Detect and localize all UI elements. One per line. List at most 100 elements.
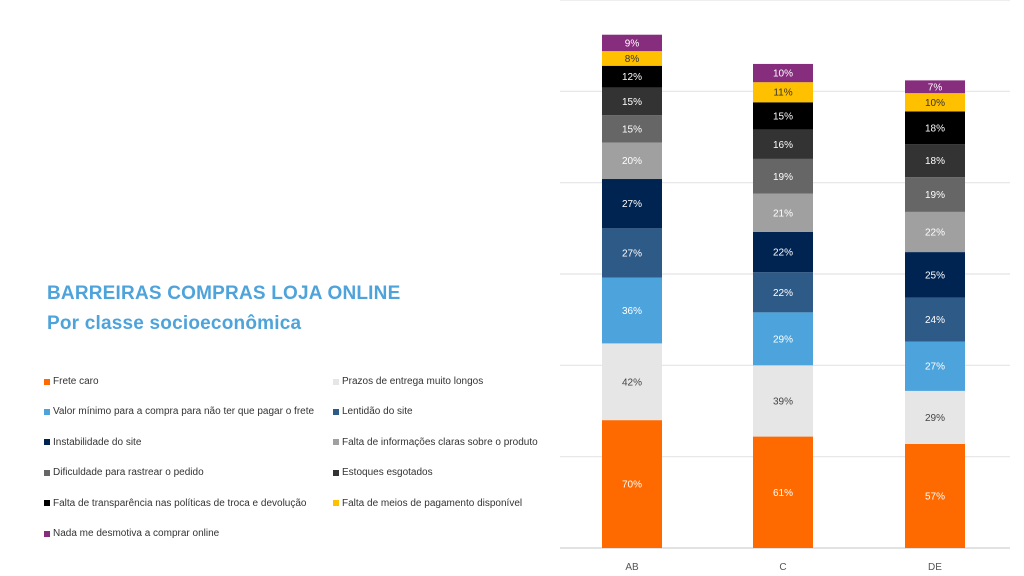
bar-segment xyxy=(602,34,662,52)
data-label: 10% xyxy=(925,98,945,109)
data-label: 10% xyxy=(773,69,793,80)
bar-segment xyxy=(602,87,662,116)
bar-segment xyxy=(905,144,965,178)
data-label: 27% xyxy=(925,362,945,373)
data-label: 16% xyxy=(773,140,793,151)
bar-segment xyxy=(602,277,662,344)
legend-label: Estoques esgotados xyxy=(342,467,433,479)
data-label: 19% xyxy=(773,172,793,183)
bar-segment xyxy=(905,111,965,145)
bar-segment xyxy=(905,443,965,548)
legend-label: Nada me desmotiva a comprar online xyxy=(53,528,220,539)
legend-swatch xyxy=(333,469,339,476)
bar-segment xyxy=(905,390,965,444)
data-label: 25% xyxy=(925,270,945,281)
bar-segment xyxy=(905,80,965,94)
data-label: 21% xyxy=(773,208,793,219)
data-label: 11% xyxy=(773,88,792,99)
data-label: 9% xyxy=(625,38,640,49)
data-label: 24% xyxy=(925,315,945,326)
legend-swatch xyxy=(333,408,339,415)
legend-item: Prazos de entrega muito longos xyxy=(333,376,483,387)
legend-label: Prazos de entrega muito longos xyxy=(342,376,484,387)
data-label: 70% xyxy=(622,480,642,491)
x-tick-label: C xyxy=(779,562,786,573)
data-label: 22% xyxy=(773,288,793,299)
bar-segment xyxy=(753,102,813,130)
data-label: 39% xyxy=(773,396,793,407)
bar-segment xyxy=(753,158,813,194)
bar-segment xyxy=(753,436,813,548)
bar-segment xyxy=(905,297,965,342)
legend-label: Falta de informações claras sobre o prod… xyxy=(342,436,538,448)
data-label: 61% xyxy=(773,488,793,499)
bar-segment xyxy=(602,420,662,548)
chart-subtitle: Por classe socioeconômica xyxy=(47,313,302,334)
legend-swatch xyxy=(44,408,50,415)
data-label: 29% xyxy=(773,334,793,345)
legend-swatch xyxy=(44,439,50,446)
data-label: 22% xyxy=(925,227,945,238)
data-label: 27% xyxy=(622,199,642,210)
data-label: 15% xyxy=(622,124,642,135)
data-label: 15% xyxy=(622,97,642,108)
data-label: 42% xyxy=(622,377,642,388)
legend-item: Falta de transparência nas políticas de … xyxy=(44,498,307,509)
bar-segment xyxy=(753,312,813,366)
legend-item: Lentidão do site xyxy=(333,406,413,417)
legend-item: Dificuldade para rastrear o pedido xyxy=(44,467,204,478)
bar-segment xyxy=(905,177,965,212)
bar-segment xyxy=(602,115,662,143)
data-label: 8% xyxy=(625,54,640,65)
bar-segment xyxy=(753,129,813,159)
chart-title: BARREIRAS COMPRAS LOJA ONLINE xyxy=(47,283,401,304)
bar-segment xyxy=(905,211,965,253)
legend-label: Lentidão do site xyxy=(342,406,413,418)
legend-swatch xyxy=(44,530,50,537)
legend-swatch xyxy=(44,378,50,385)
legend-item: Falta de meios de pagamento disponível xyxy=(333,498,522,509)
data-label: 18% xyxy=(925,156,945,167)
bar-segment xyxy=(753,231,813,273)
legend-item: Instabilidade do site xyxy=(44,437,141,448)
legend-swatch xyxy=(44,500,50,507)
legend-swatch xyxy=(333,439,339,446)
data-label: 7% xyxy=(928,82,943,93)
legend-label: Dificuldade para rastrear o pedido xyxy=(53,467,204,479)
bar-segment xyxy=(905,93,965,112)
bar-segment xyxy=(753,272,813,313)
bar-segment xyxy=(602,65,662,88)
legend-item: Falta de informações claras sobre o prod… xyxy=(333,437,538,448)
bar-segment xyxy=(753,365,813,437)
legend-item: Valor mínimo para a compra para não ter … xyxy=(44,406,314,417)
data-label: 15% xyxy=(773,111,793,122)
data-label: 36% xyxy=(622,306,642,317)
bar-segment xyxy=(602,51,662,66)
x-tick-label: AB xyxy=(625,562,639,573)
data-label: 12% xyxy=(622,72,642,83)
bar-segment xyxy=(905,341,965,391)
bar-segment xyxy=(753,193,813,232)
data-label: 18% xyxy=(925,123,945,134)
legend-label: Falta de transparência nas políticas de … xyxy=(53,497,307,509)
bar-segment xyxy=(905,252,965,298)
legend-item: Nada me desmotiva a comprar online xyxy=(44,528,219,539)
legend-swatch xyxy=(44,469,50,476)
bar-segment xyxy=(753,82,813,103)
legend-label: Valor mínimo para a compra para não ter … xyxy=(53,406,315,418)
data-label: 20% xyxy=(622,156,642,167)
bar-segment xyxy=(602,228,662,278)
data-label: 22% xyxy=(773,248,793,259)
bar-segment xyxy=(602,179,662,229)
data-label: 29% xyxy=(925,413,945,424)
legend-swatch xyxy=(333,500,339,507)
legend-label: Falta de meios de pagamento disponível xyxy=(342,497,523,509)
bar-segment xyxy=(602,343,662,421)
legend-label: Instabilidade do site xyxy=(53,436,142,448)
data-label: 57% xyxy=(925,491,945,502)
data-label: 19% xyxy=(925,190,945,201)
bar-segment xyxy=(753,63,813,83)
legend-item: Estoques esgotados xyxy=(333,467,433,478)
legend-swatch xyxy=(333,378,339,385)
